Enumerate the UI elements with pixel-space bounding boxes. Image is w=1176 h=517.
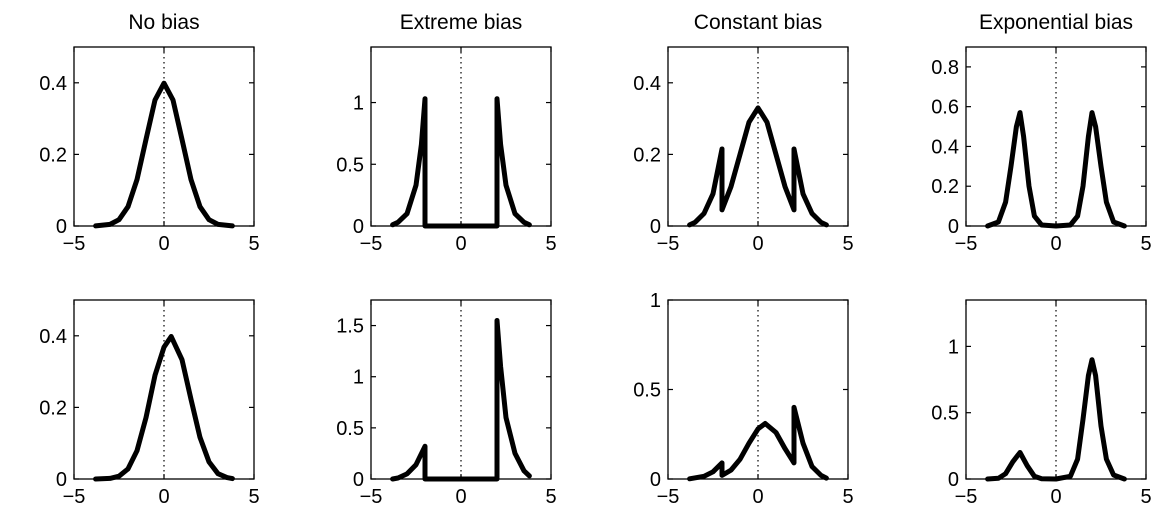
y-tick-label: 0.5 — [633, 380, 661, 402]
x-tick-label: −5 — [63, 233, 86, 255]
y-tick-label: 1 — [948, 336, 959, 358]
x-tick-label: −5 — [360, 233, 383, 255]
y-tick-label: 0.5 — [931, 403, 959, 425]
subplot-1-2: −5 0 500.51 — [633, 290, 853, 508]
x-tick-label: 5 — [1140, 486, 1151, 508]
subplot-title: Exponential bias — [979, 11, 1133, 34]
axes-box — [73, 299, 255, 480]
y-tick-label: 1 — [353, 367, 364, 389]
y-tick-label: 0 — [56, 469, 67, 491]
x-tick-label: −5 — [955, 233, 978, 255]
y-tick-label: 0.8 — [931, 57, 959, 79]
y-tick-label: 0 — [650, 469, 661, 491]
x-tick-label: 5 — [248, 486, 259, 508]
x-tick-label: 0 — [1050, 233, 1061, 255]
y-tick-label: 0 — [353, 216, 364, 238]
subplot-title: Constant bias — [694, 11, 822, 34]
y-tick-label: 0.2 — [931, 176, 959, 198]
x-tick-label: 5 — [1140, 233, 1151, 255]
y-tick-label: 0.2 — [633, 144, 661, 166]
y-tick-label: 0.4 — [633, 73, 661, 95]
x-tick-label: −5 — [955, 486, 978, 508]
y-tick-label: 1 — [650, 290, 661, 312]
x-tick-label: −5 — [63, 486, 86, 508]
y-tick-label: 0 — [650, 216, 661, 238]
x-tick-label: 0 — [752, 486, 763, 508]
y-tick-label: 0.5 — [336, 418, 364, 440]
y-tick-label: 0.4 — [39, 73, 67, 95]
x-tick-label: 5 — [842, 486, 853, 508]
x-tick-label: 0 — [455, 233, 466, 255]
y-tick-label: 0 — [353, 469, 364, 491]
y-tick-label: 0.6 — [931, 97, 959, 119]
axes-box — [667, 299, 849, 480]
subplot-1-0: −5 0 500.20.4 — [39, 299, 260, 508]
axes-box — [667, 46, 849, 227]
x-tick-label: 0 — [455, 486, 466, 508]
subplot-0-2: Constant bias−5 0 500.20.4 — [633, 11, 853, 255]
density-curve — [985, 357, 1127, 482]
subplot-title: Extreme bias — [400, 11, 523, 34]
y-tick-label: 0.4 — [39, 326, 67, 348]
density-curve — [93, 80, 235, 229]
x-tick-label: −5 — [657, 486, 680, 508]
x-tick-label: −5 — [657, 233, 680, 255]
x-tick-label: 5 — [545, 233, 556, 255]
y-tick-label: 0 — [948, 216, 959, 238]
x-tick-label: 0 — [158, 486, 169, 508]
x-tick-label: 5 — [545, 486, 556, 508]
density-curve — [687, 404, 829, 482]
axes-box — [965, 46, 1147, 227]
density-curve — [687, 105, 829, 228]
axes-box — [73, 46, 255, 227]
y-tick-label: 0.4 — [931, 136, 959, 158]
x-tick-label: −5 — [360, 486, 383, 508]
subplot-0-1: Extreme bias−5 0 500.51 — [336, 11, 556, 255]
subplot-1-1: −5 0 500.511.5 — [336, 299, 557, 508]
subplot-0-0: No bias−5 0 500.20.4 — [39, 11, 259, 255]
density-curve — [985, 110, 1127, 229]
axes-box — [370, 46, 552, 227]
x-tick-label: 0 — [158, 233, 169, 255]
x-tick-label: 0 — [752, 233, 763, 255]
y-tick-label: 0.2 — [39, 144, 67, 166]
axes-box — [965, 299, 1147, 480]
y-tick-label: 0 — [948, 469, 959, 491]
x-tick-label: 0 — [1050, 486, 1061, 508]
axes-box — [370, 299, 552, 480]
x-tick-label: 5 — [842, 233, 853, 255]
y-tick-label: 0.5 — [336, 154, 364, 176]
subplot-title: No bias — [128, 11, 199, 34]
y-tick-label: 0 — [56, 216, 67, 238]
subplot-1-3: −5 0 500.51 — [931, 299, 1152, 508]
x-tick-label: 5 — [248, 233, 259, 255]
y-tick-label: 1 — [353, 93, 364, 115]
y-tick-label: 0.2 — [39, 397, 67, 419]
y-tick-label: 1.5 — [336, 316, 364, 338]
subplot-0-3: Exponential bias−5 0 500.20.40.60.8 — [931, 11, 1151, 255]
density-curve — [93, 334, 235, 482]
